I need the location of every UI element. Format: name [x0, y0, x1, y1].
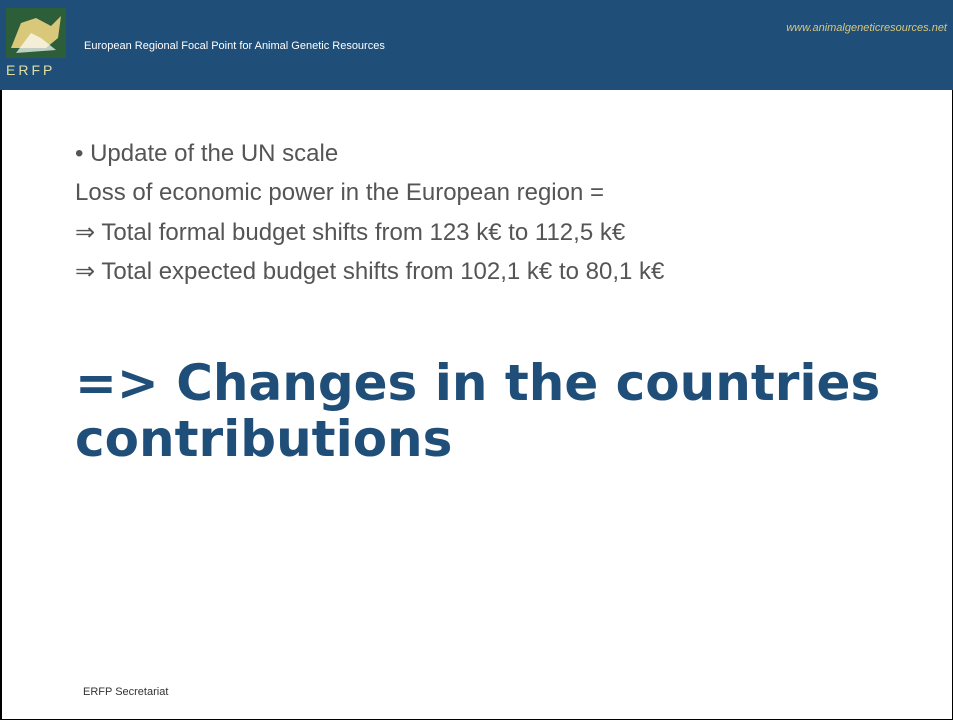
text-line: ⇒ Total formal budget shifts from 123 k€…: [75, 219, 626, 246]
logo: [6, 8, 66, 58]
website: www.animalgeneticresources.net: [786, 22, 947, 34]
organization: European Regional Focal Point for Animal…: [84, 40, 385, 52]
logo-text: ERFP: [6, 62, 56, 78]
bullet: • Update of the UN scale: [75, 140, 339, 167]
heading: => Changes in the countries contribution…: [75, 354, 881, 468]
footer: ERFP Secretariat: [83, 686, 169, 698]
header-bar: ERFP European Regional Focal Point for A…: [0, 0, 953, 90]
text-line: ⇒ Total expected budget shifts from 102,…: [75, 258, 665, 285]
text-line: Loss of economic power in the European r…: [75, 179, 604, 206]
